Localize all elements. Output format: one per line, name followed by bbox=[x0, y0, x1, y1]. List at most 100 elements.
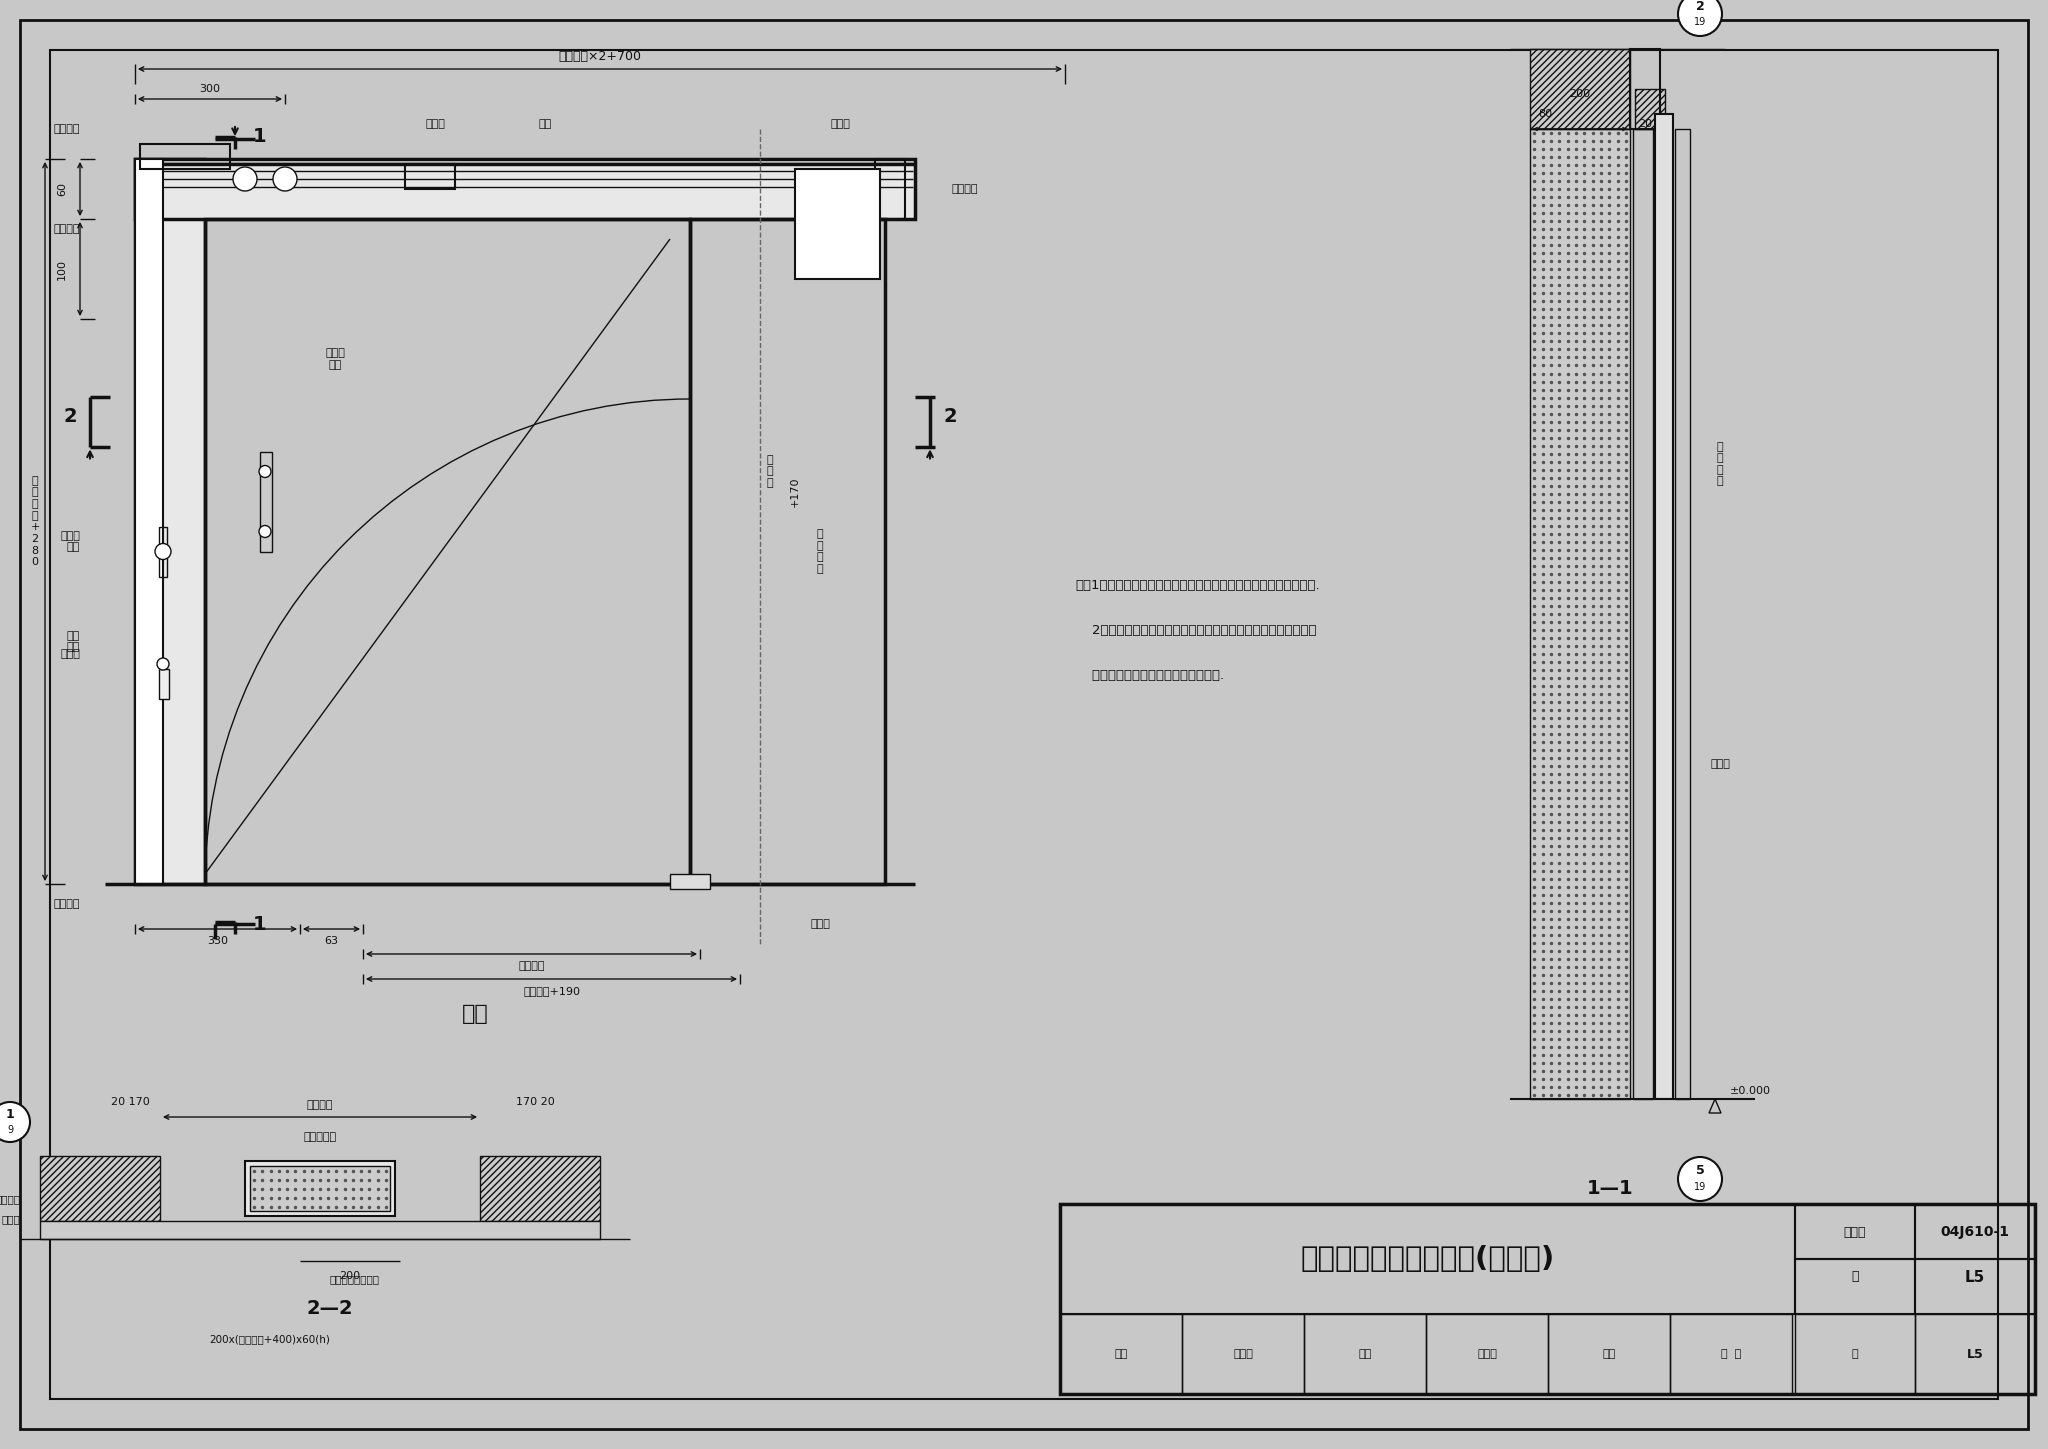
Bar bbox=[41, 1156, 160, 1222]
Bar bbox=[205, 219, 690, 884]
Text: 04J610-1: 04J610-1 bbox=[1942, 1224, 2009, 1239]
Text: 1: 1 bbox=[254, 914, 266, 933]
Bar bbox=[1530, 129, 1630, 1098]
Text: 内拉手装置: 内拉手装置 bbox=[303, 1132, 336, 1142]
Bar bbox=[670, 874, 711, 890]
Text: 左开，交换安装位置，安装尺寸不变.: 左开，交换安装位置，安装尺寸不变. bbox=[1075, 669, 1225, 682]
Bar bbox=[1655, 114, 1673, 1098]
Text: 下导轮: 下导轮 bbox=[811, 919, 829, 929]
Circle shape bbox=[158, 658, 170, 669]
Bar bbox=[795, 170, 881, 280]
Text: 2: 2 bbox=[63, 407, 78, 426]
Bar bbox=[205, 219, 690, 884]
Text: 20: 20 bbox=[1638, 119, 1653, 129]
Bar bbox=[1794, 1204, 1915, 1259]
Text: 成品门: 成品门 bbox=[2, 1214, 20, 1224]
Text: 图集号: 图集号 bbox=[1843, 1226, 1866, 1239]
Text: 20 170: 20 170 bbox=[111, 1097, 150, 1107]
Bar bbox=[1794, 1314, 1915, 1394]
Text: 门洞净宽: 门洞净宽 bbox=[307, 1100, 334, 1110]
Text: 洪  森: 洪 森 bbox=[1720, 1349, 1741, 1359]
Circle shape bbox=[0, 1103, 31, 1142]
Bar bbox=[1061, 1204, 1794, 1314]
Bar bbox=[1548, 1314, 1669, 1394]
Text: 80: 80 bbox=[1538, 109, 1552, 119]
Text: 1: 1 bbox=[6, 1107, 14, 1120]
Text: 9: 9 bbox=[6, 1124, 12, 1135]
Bar bbox=[135, 159, 164, 884]
Bar bbox=[1530, 49, 1630, 129]
Text: 轨道: 轨道 bbox=[539, 119, 551, 129]
Text: 注：1、单扇手动推拉冷藏库门的开启方向分为右开门和左开门两种.: 注：1、单扇手动推拉冷藏库门的开启方向分为右开门和左开门两种. bbox=[1075, 580, 1319, 593]
Bar bbox=[1632, 129, 1653, 1098]
Circle shape bbox=[233, 167, 256, 191]
Text: 1—1: 1—1 bbox=[1587, 1179, 1634, 1198]
Bar bbox=[874, 159, 905, 219]
Circle shape bbox=[258, 465, 270, 478]
Bar bbox=[1182, 1314, 1305, 1394]
Bar bbox=[246, 1161, 395, 1216]
Text: 电器箱: 电器箱 bbox=[829, 119, 850, 129]
Text: 设计: 设计 bbox=[1602, 1349, 1616, 1359]
Bar bbox=[690, 219, 885, 884]
Text: 接线盒: 接线盒 bbox=[426, 119, 444, 129]
Text: 5: 5 bbox=[1696, 1165, 1704, 1178]
Text: 2: 2 bbox=[944, 407, 956, 426]
Bar bbox=[135, 159, 205, 884]
Bar bbox=[1425, 1314, 1548, 1394]
Text: 门
洞
净
宽: 门 洞 净 宽 bbox=[817, 529, 823, 574]
Bar bbox=[479, 1156, 600, 1222]
Bar bbox=[1669, 1314, 1792, 1394]
Text: ±0.000: ±0.000 bbox=[1731, 1085, 1772, 1095]
Text: 60: 60 bbox=[57, 183, 68, 196]
Text: 单扇手动推拉冷藏库门(土建库): 单扇手动推拉冷藏库门(土建库) bbox=[1300, 1245, 1554, 1274]
Circle shape bbox=[272, 167, 297, 191]
Text: 审核: 审核 bbox=[1114, 1349, 1128, 1359]
Text: 2、本图为右开门安装图，左开门安装可参考右开门，变右开为: 2、本图为右开门安装图，左开门安装可参考右开门，变右开为 bbox=[1075, 625, 1317, 638]
Text: 100: 100 bbox=[57, 258, 68, 280]
Circle shape bbox=[1677, 1156, 1722, 1201]
Text: 缓冲装置: 缓冲装置 bbox=[952, 184, 979, 194]
Bar bbox=[250, 1166, 389, 1211]
Text: 2—2: 2—2 bbox=[307, 1300, 354, 1319]
Text: 内拉手
装置: 内拉手 装置 bbox=[326, 348, 344, 369]
Text: 楼
梯
间
门: 楼 梯 间 门 bbox=[1716, 442, 1722, 487]
Circle shape bbox=[156, 543, 170, 559]
Text: 外拉手
装置: 外拉手 装置 bbox=[59, 530, 80, 552]
Text: 门洞净宽: 门洞净宽 bbox=[518, 961, 545, 971]
Text: 330: 330 bbox=[207, 936, 227, 946]
Text: 19: 19 bbox=[1694, 17, 1706, 28]
Text: 吊架装置: 吊架装置 bbox=[53, 125, 80, 133]
Text: 靠轮装置: 靠轮装置 bbox=[53, 225, 80, 233]
Text: 成品门: 成品门 bbox=[59, 649, 80, 659]
Text: 63: 63 bbox=[324, 936, 338, 946]
Bar bbox=[1915, 1259, 2036, 1314]
Text: 300: 300 bbox=[199, 84, 221, 94]
Bar bbox=[406, 164, 455, 188]
Bar bbox=[135, 159, 915, 219]
Text: 立面: 立面 bbox=[461, 1004, 487, 1024]
Bar bbox=[160, 669, 170, 698]
Bar bbox=[41, 1222, 600, 1239]
Text: 门锁
装置: 门锁 装置 bbox=[68, 630, 80, 652]
Text: 碰销装置: 碰销装置 bbox=[53, 898, 80, 909]
Bar bbox=[1915, 1204, 2036, 1259]
Bar bbox=[260, 452, 272, 552]
Text: 19: 19 bbox=[1694, 1182, 1706, 1193]
Text: 王祖光: 王祖光 bbox=[1233, 1349, 1253, 1359]
Bar bbox=[1794, 1259, 1915, 1314]
Bar bbox=[1675, 129, 1690, 1098]
Bar bbox=[1061, 1314, 1182, 1394]
Text: 200: 200 bbox=[1569, 88, 1591, 99]
Text: 李正刚: 李正刚 bbox=[1477, 1349, 1497, 1359]
Text: 门
净
高: 门 净 高 bbox=[766, 455, 774, 488]
Bar bbox=[1915, 1314, 2036, 1394]
Text: L5: L5 bbox=[1966, 1348, 1982, 1361]
Bar bbox=[1634, 88, 1665, 129]
Bar bbox=[139, 143, 229, 170]
Text: 页: 页 bbox=[1851, 1349, 1858, 1359]
Text: 页: 页 bbox=[1851, 1271, 1860, 1284]
Text: L5: L5 bbox=[1964, 1269, 1985, 1284]
Text: 1: 1 bbox=[254, 128, 266, 146]
Text: 门洞净宽×2+700: 门洞净宽×2+700 bbox=[559, 51, 641, 64]
